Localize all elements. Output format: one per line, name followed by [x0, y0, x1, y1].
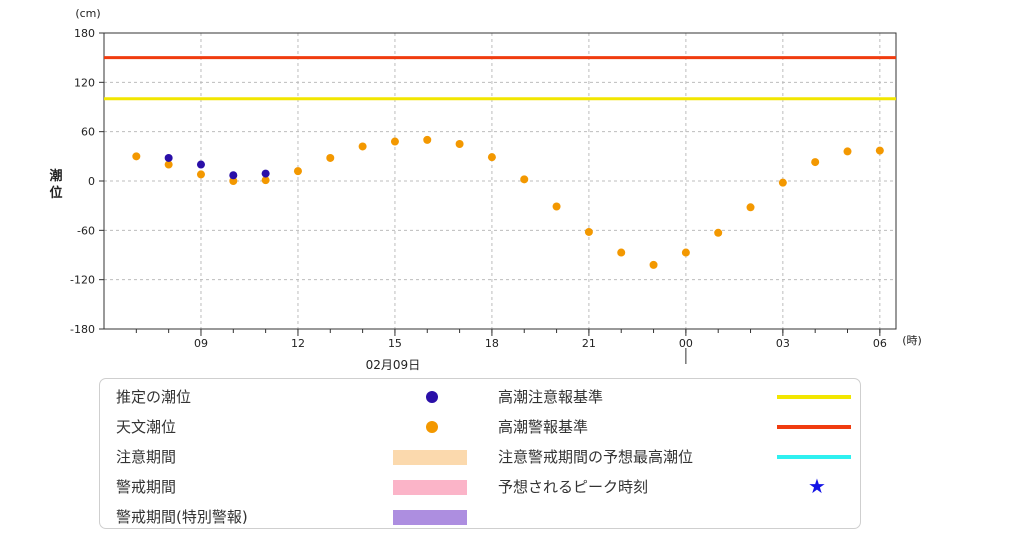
y-tick-label: 60: [81, 126, 95, 139]
data-point: [778, 178, 787, 187]
data-point: [229, 177, 238, 185]
data-point: [358, 142, 367, 151]
data-point: [552, 202, 561, 211]
data-point: [261, 169, 270, 178]
legend-label: 高潮警報基準: [498, 418, 589, 436]
data-point: [875, 146, 884, 155]
data-point: [487, 153, 496, 162]
data-point: [229, 171, 238, 180]
data-point: [196, 160, 205, 169]
legend-band-swatch: [393, 480, 467, 495]
legend-label: 天文潮位: [116, 418, 177, 436]
legend-line-swatch: [777, 455, 851, 459]
data-point: [811, 158, 820, 167]
data-point: [326, 153, 335, 162]
data-point: [390, 137, 399, 146]
data-point: [164, 153, 173, 162]
data-point: [649, 260, 658, 269]
data-point: [714, 228, 723, 237]
x-tick-label: 09: [194, 337, 208, 350]
data-point: [132, 152, 141, 161]
date-label: 02月09日: [366, 358, 421, 372]
legend-band-swatch: [393, 510, 467, 525]
data-point: [617, 248, 626, 257]
x-unit-label: (時): [902, 334, 922, 347]
legend-label: 高潮注意報基準: [498, 388, 604, 406]
legend: 推定の潮位天文潮位注意期間警戒期間警戒期間(特別警報) 高潮注意報基準 高潮警報基準…: [99, 378, 861, 529]
x-tick-label: 03: [776, 337, 790, 350]
data-point: [293, 167, 302, 176]
legend-line-swatch: [777, 425, 851, 429]
legend-label: 推定の潮位: [116, 388, 192, 406]
legend-label: 予想されるピーク時刻: [498, 478, 649, 496]
y-tick-label: 180: [74, 27, 95, 40]
legend-band-swatch: [393, 450, 467, 465]
x-tick-label: 12: [291, 337, 305, 350]
y-tick-label: -60: [77, 224, 95, 237]
y-tick-label: -120: [70, 274, 95, 287]
y-axis-label-char: 潮: [49, 168, 62, 184]
y-tick-label: -180: [70, 323, 95, 336]
tide-chart: 180 120 60 0 -60 -120 -180 (cm) 潮位 09 12 15 18 21 00 03…: [49, 7, 921, 372]
x-tick-label: 00: [679, 337, 693, 350]
y-tick-label: 0: [88, 175, 95, 188]
data-point: [681, 248, 690, 257]
star-icon: ★: [808, 474, 826, 498]
data-point: [196, 170, 205, 179]
legend-label: 警戒期間: [116, 478, 177, 496]
plot-area: 180 120 60 0 -60 -120 -180 (cm) 潮位 09 12 15 18 21 00 03…: [49, 7, 921, 372]
data-point: [746, 203, 755, 212]
data-point: [843, 147, 852, 156]
data-point: [423, 135, 432, 144]
legend-line-swatch: [777, 395, 851, 399]
x-tick-label: 21: [582, 337, 596, 350]
legend-dot-icon: [426, 391, 438, 403]
y-axis-label-char: 位: [49, 185, 62, 201]
legend-dot-icon: [426, 421, 438, 433]
data-point: [584, 227, 593, 236]
y-unit-label: (cm): [75, 7, 100, 20]
y-tick-label: 120: [74, 76, 95, 89]
x-tick-label: 15: [388, 337, 402, 350]
data-point: [455, 140, 464, 148]
x-tick-label: 18: [485, 337, 499, 350]
legend-label: 警戒期間(特別警報): [116, 508, 248, 526]
data-point: [520, 175, 529, 184]
legend-label: 注意警戒期間の予想最高潮位: [498, 448, 694, 466]
x-tick-label: 06: [873, 337, 887, 350]
legend-label: 注意期間: [116, 448, 177, 466]
data-point: [164, 160, 173, 169]
data-point: [261, 176, 270, 185]
